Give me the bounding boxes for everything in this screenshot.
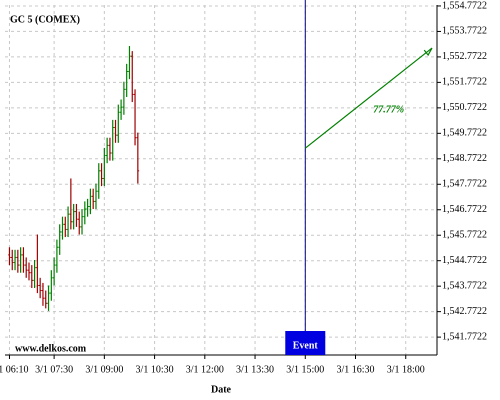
- ohlc-bar: [103, 147, 106, 187]
- ohlc-bar: [94, 183, 98, 210]
- ohlc-bar: [24, 257, 28, 278]
- x-tick-label: 3/1 09:00: [85, 364, 123, 375]
- ohlc-bar: [66, 206, 70, 238]
- ohlc-bar: [122, 81, 126, 115]
- forecast-arrow: [304, 47, 433, 149]
- ohlc-bar: [133, 89, 137, 146]
- ohlc-bar: [30, 265, 34, 289]
- ohlc-bar: [13, 249, 17, 271]
- ohlc-bar: [16, 249, 20, 273]
- ohlc-bar: [128, 46, 131, 80]
- y-tick-label: 1,546.7722: [442, 204, 487, 215]
- ohlc-bar: [36, 234, 39, 294]
- ohlc-bar: [47, 285, 50, 311]
- ohlc-bar: [22, 247, 25, 273]
- ohlc-bar: [136, 132, 140, 184]
- ohlc-bar: [63, 216, 67, 238]
- y-tick-label: 1,541.7722: [442, 331, 487, 342]
- y-tick-label: 1,548.7722: [442, 153, 487, 164]
- x-tick-label: 3/1 15:00: [286, 364, 324, 375]
- x-axis-title: Date: [211, 384, 232, 395]
- ohlc-bar: [86, 198, 89, 217]
- ohlc-bar: [69, 178, 73, 230]
- y-tick-label: 1,550.7722: [442, 102, 487, 113]
- ohlc-bar: [33, 259, 36, 289]
- y-tick-label: 1,551.7722: [442, 77, 487, 88]
- ohlc-bar: [27, 262, 31, 281]
- ohlc-bar: [89, 188, 92, 215]
- ohlc-bar: [119, 99, 123, 120]
- y-tick-label: 1,543.7722: [442, 280, 487, 291]
- event-box: [285, 331, 326, 355]
- x-tick-label: 3/1 18:00: [387, 364, 425, 375]
- ohlc-bar: [19, 247, 22, 273]
- ohlc-bar: [75, 203, 78, 227]
- event-label: Event: [293, 340, 319, 351]
- ohlc-bar: [100, 163, 103, 187]
- ohlc-bar: [97, 163, 101, 199]
- plot: [8, 46, 140, 311]
- y-tick-label: 1,549.7722: [442, 128, 487, 139]
- ohlc-bar: [50, 270, 53, 301]
- y-tick-label: 1,547.7722: [442, 179, 487, 190]
- y-tick-label: 1,542.7722: [442, 306, 487, 317]
- x-tick-label: 3/1 13:30: [236, 364, 274, 375]
- y-tick-label: 1,544.7722: [442, 255, 487, 266]
- forecast-label: 77.77%: [373, 104, 404, 115]
- x-tick-label: 3/1 16:30: [336, 364, 374, 375]
- ohlc-bar: [80, 209, 84, 235]
- forecast-arrowhead: [423, 47, 433, 57]
- ohlc-bar: [91, 188, 95, 210]
- y-tick-label: 1,552.7722: [442, 51, 487, 62]
- ohlc-bar: [41, 282, 45, 306]
- ohlc-bar: [114, 119, 117, 143]
- y-tick-label: 1,554.7722: [442, 0, 487, 11]
- ohlc-bar: [83, 201, 87, 225]
- ohlc-bar: [58, 224, 61, 255]
- ohlc-bar: [44, 290, 48, 309]
- ohlc-bar: [8, 247, 11, 266]
- x-tick-label: 3/1 12:00: [186, 364, 224, 375]
- ohlc-bar: [10, 249, 14, 271]
- y-tick-label: 1,553.7722: [442, 26, 487, 37]
- ohlc-bar: [72, 203, 75, 230]
- ohlc-bar: [111, 119, 115, 161]
- x-tick-label: 3/1 07:30: [35, 364, 73, 375]
- ohlc-bar: [52, 257, 56, 286]
- ohlc-bar: [61, 216, 64, 240]
- ohlc-bar: [55, 239, 59, 273]
- ohlc-bar: [108, 137, 112, 161]
- ohlc-bar: [125, 63, 128, 97]
- watermark: www.delkos.com: [15, 343, 87, 354]
- chart-title: GC 5 (COMEX): [10, 14, 80, 25]
- ohlc-bar: [105, 137, 109, 164]
- y-tick-label: 1,545.7722: [442, 230, 487, 241]
- ohlc-bar: [77, 211, 81, 235]
- ohlc-bar: [38, 277, 42, 299]
- x-tick-label: 3/1 06:10: [0, 364, 28, 375]
- ohlc-bar: [130, 51, 134, 103]
- x-tick-label: 3/1 10:30: [136, 364, 174, 375]
- ohlc-bar: [117, 104, 120, 143]
